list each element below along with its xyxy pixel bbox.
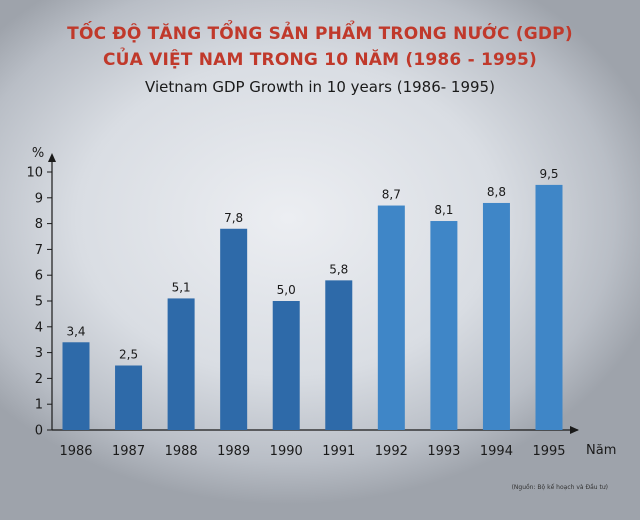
bar-value-label: 5,0	[277, 283, 296, 297]
x-tick-label: 1988	[165, 444, 198, 459]
x-tick-label: 1991	[322, 444, 355, 459]
chart-title-en: Vietnam GDP Growth in 10 years (1986- 19…	[145, 78, 495, 96]
bar-value-label: 8,7	[382, 188, 401, 202]
y-tick-label: 5	[35, 295, 43, 310]
y-tick-label: 0	[35, 424, 43, 439]
chart-title-vn-line2: CỦA VIỆT NAM TRONG 10 NĂM (1986 - 1995)	[102, 50, 538, 70]
bar-value-label: 7,8	[224, 211, 243, 225]
y-axis: % 0 1 2 3 4 5 6 7 8 9 10	[26, 146, 56, 439]
y-tick-label: 10	[26, 166, 43, 181]
x-tick-label: 1989	[217, 444, 250, 459]
y-tick-label: 9	[35, 191, 43, 206]
bar-value-label: 5,1	[172, 280, 191, 294]
bar-value-label: 5,8	[329, 262, 348, 276]
y-axis-arrow	[48, 153, 56, 162]
source-note: (Nguồn: Bộ kế hoạch và Đầu tư)	[511, 484, 608, 491]
y-tick-label: 2	[35, 372, 43, 387]
y-tick-label: 3	[35, 346, 43, 361]
bar-value-label: 2,5	[119, 348, 138, 362]
y-axis-label: %	[32, 146, 44, 161]
y-tick-label: 1	[35, 398, 43, 413]
y-tick-label: 8	[35, 217, 43, 232]
y-tick-label: 6	[35, 269, 43, 284]
bar-1986	[62, 342, 90, 430]
bars: 3,4 2,5 5,1 7,8 5,0 5,8 8,7 8,1 8,8 9,5	[62, 167, 563, 430]
bar-value-label: 3,4	[66, 324, 85, 338]
x-tick-label: 1986	[59, 444, 92, 459]
bar-1987	[115, 365, 143, 430]
x-axis-label: Năm	[586, 443, 616, 458]
x-tick-label: 1992	[375, 444, 408, 459]
x-tick-label: 1987	[112, 444, 145, 459]
bar-1995	[535, 184, 563, 430]
bar-value-label: 9,5	[539, 167, 558, 181]
bar-1991	[325, 280, 353, 430]
x-tick-label: 1990	[270, 444, 303, 459]
x-axis: Năm 1986 1987 1988 1989 1990 1991 1992 1993 1994 1…	[52, 426, 616, 459]
x-tick-label: 1993	[427, 444, 460, 459]
bar-1994	[482, 202, 510, 430]
bar-value-label: 8,1	[434, 203, 453, 217]
bar-1992	[377, 205, 405, 430]
y-tick-label: 7	[35, 243, 43, 258]
bar-1990	[272, 301, 300, 430]
bar-1989	[220, 228, 248, 430]
bar-value-label: 8,8	[487, 185, 506, 199]
chart-title-vn-line1: TỐC ĐỘ TĂNG TỔNG SẢN PHẨM TRONG NƯỚC (GD…	[67, 24, 573, 44]
bar-1993	[430, 221, 458, 430]
y-tick-label: 4	[35, 320, 43, 335]
bar-1988	[167, 298, 195, 430]
x-tick-label: 1995	[532, 444, 565, 459]
x-tick-label: 1994	[480, 444, 513, 459]
x-axis-arrow	[570, 426, 579, 434]
